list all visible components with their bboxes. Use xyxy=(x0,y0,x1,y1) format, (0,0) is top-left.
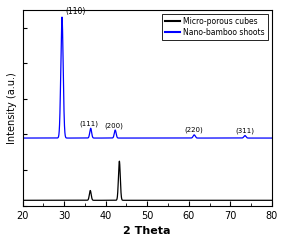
Y-axis label: Intensity (a.u.): Intensity (a.u.) xyxy=(7,72,17,144)
X-axis label: 2 Theta: 2 Theta xyxy=(123,226,171,236)
Text: (110): (110) xyxy=(65,7,86,16)
Text: (311): (311) xyxy=(235,128,255,134)
Text: (111): (111) xyxy=(80,120,99,127)
Legend: Micro-porous cubes, Nano-bamboo shoots: Micro-porous cubes, Nano-bamboo shoots xyxy=(162,14,268,40)
Text: (200): (200) xyxy=(105,122,123,129)
Text: (220): (220) xyxy=(185,127,203,133)
